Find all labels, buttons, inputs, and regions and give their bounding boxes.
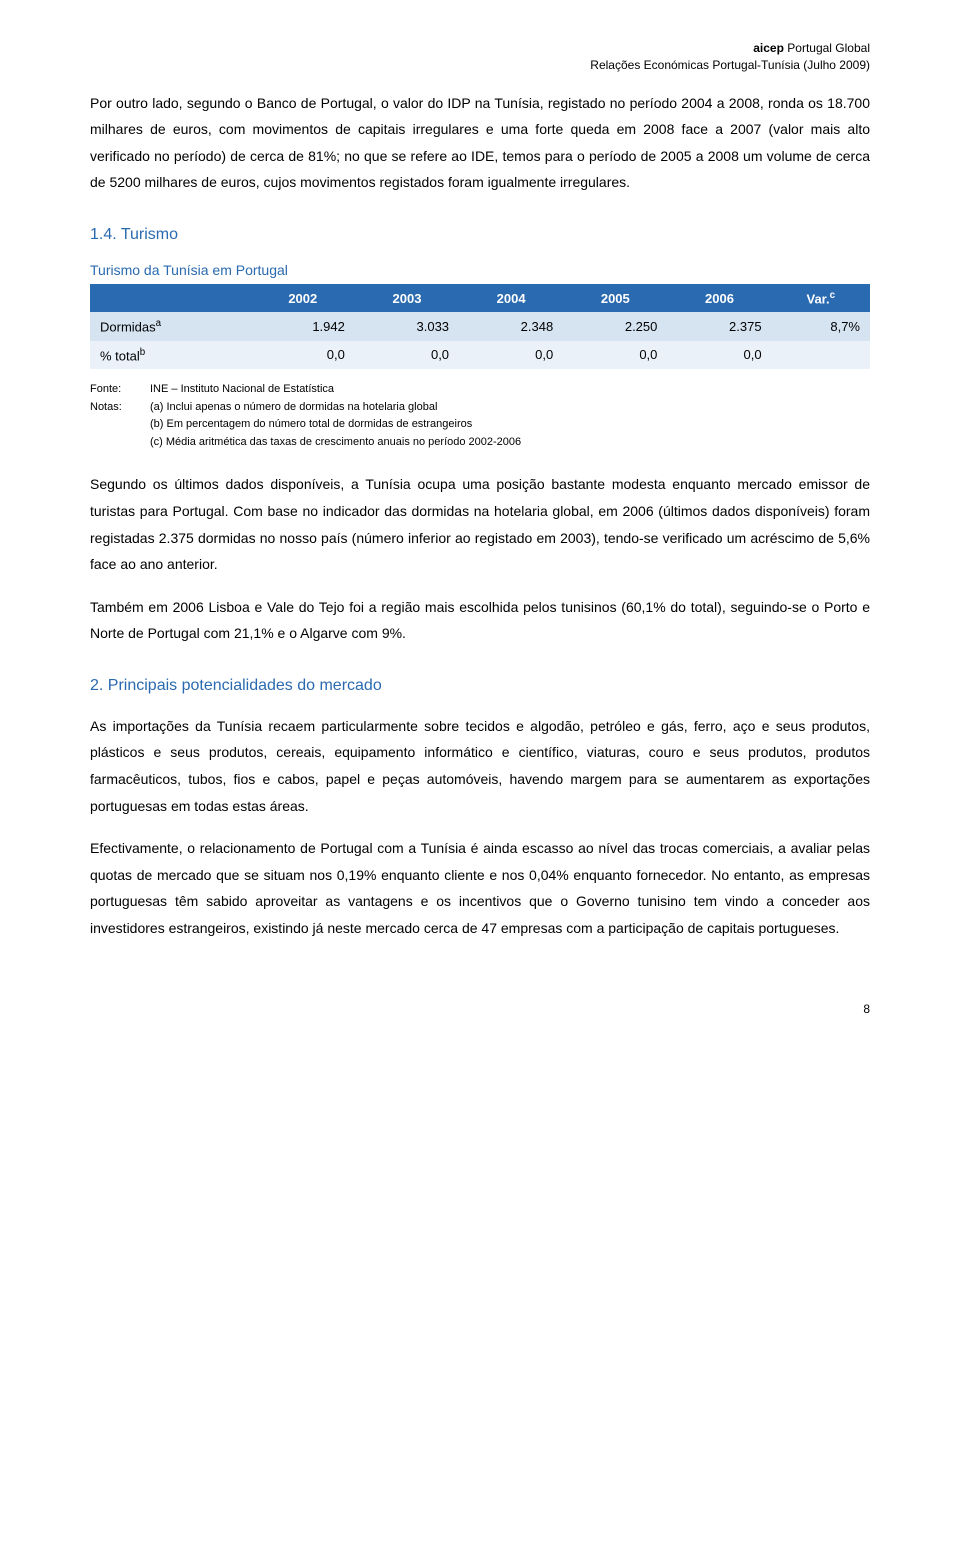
- header-brand-rest: Portugal Global: [784, 41, 870, 55]
- paragraph-5: Efectivamente, o relacionamento de Portu…: [90, 835, 870, 941]
- paragraph-4: As importações da Tunísia recaem particu…: [90, 713, 870, 819]
- table-cell: [772, 341, 870, 369]
- table-header-cell: Var.c: [772, 284, 870, 312]
- page-number: 8: [90, 1002, 870, 1016]
- table-body: Dormidasa1.9423.0332.3482.2502.3758,7% %…: [90, 312, 870, 369]
- table-header-cell: 2003: [355, 284, 459, 312]
- table-notes: Fonte: INE – Instituto Nacional de Estat…: [90, 381, 870, 451]
- notes-fonte-label: Fonte:: [90, 381, 150, 399]
- notes-fonte-text: INE – Instituto Nacional de Estatística: [150, 381, 870, 399]
- table-row: Dormidasa1.9423.0332.3482.2502.3758,7%: [90, 312, 870, 340]
- tourism-table: 20022003200420052006Var.c Dormidasa1.942…: [90, 284, 870, 369]
- paragraph-3: Também em 2006 Lisboa e Vale do Tejo foi…: [90, 594, 870, 647]
- table-cell: 2.375: [667, 312, 771, 340]
- table-row-label: % totalb: [90, 341, 251, 369]
- notes-line: (a) Inclui apenas o número de dormidas n…: [150, 399, 870, 417]
- table-header-empty: [90, 284, 251, 312]
- heading-turismo: 1.4. Turismo: [90, 226, 870, 244]
- table-cell: 2.250: [563, 312, 667, 340]
- table-cell: 0,0: [667, 341, 771, 369]
- header-subtitle: Relações Económicas Portugal-Tunísia (Ju…: [90, 57, 870, 74]
- paragraph-2: Segundo os últimos dados disponíveis, a …: [90, 471, 870, 577]
- table-header-cell: 2002: [251, 284, 355, 312]
- notes-label: [90, 434, 150, 452]
- notes-line: (c) Média aritmética das taxas de cresci…: [150, 434, 870, 452]
- table-cell: 3.033: [355, 312, 459, 340]
- table-cell: 0,0: [459, 341, 563, 369]
- table-title: Turismo da Tunísia em Portugal: [90, 262, 870, 278]
- document-header: aicep Portugal Global Relações Económica…: [90, 40, 870, 74]
- table-header-cell: 2005: [563, 284, 667, 312]
- header-brand: aicep: [753, 41, 784, 55]
- table-row: % totalb0,00,00,00,00,0: [90, 341, 870, 369]
- notes-label: [90, 416, 150, 434]
- table-cell: 1.942: [251, 312, 355, 340]
- table-cell: 0,0: [355, 341, 459, 369]
- paragraph-intro: Por outro lado, segundo o Banco de Portu…: [90, 90, 870, 196]
- table-cell: 2.348: [459, 312, 563, 340]
- table-header-cell: 2004: [459, 284, 563, 312]
- notes-label: Notas:: [90, 399, 150, 417]
- table-header-row: 20022003200420052006Var.c: [90, 284, 870, 312]
- table-cell: 8,7%: [772, 312, 870, 340]
- table-row-label: Dormidasa: [90, 312, 251, 340]
- table-header-cell: 2006: [667, 284, 771, 312]
- heading-section2: 2. Principais potencialidades do mercado: [90, 677, 870, 695]
- table-cell: 0,0: [251, 341, 355, 369]
- notes-line: (b) Em percentagem do número total de do…: [150, 416, 870, 434]
- table-cell: 0,0: [563, 341, 667, 369]
